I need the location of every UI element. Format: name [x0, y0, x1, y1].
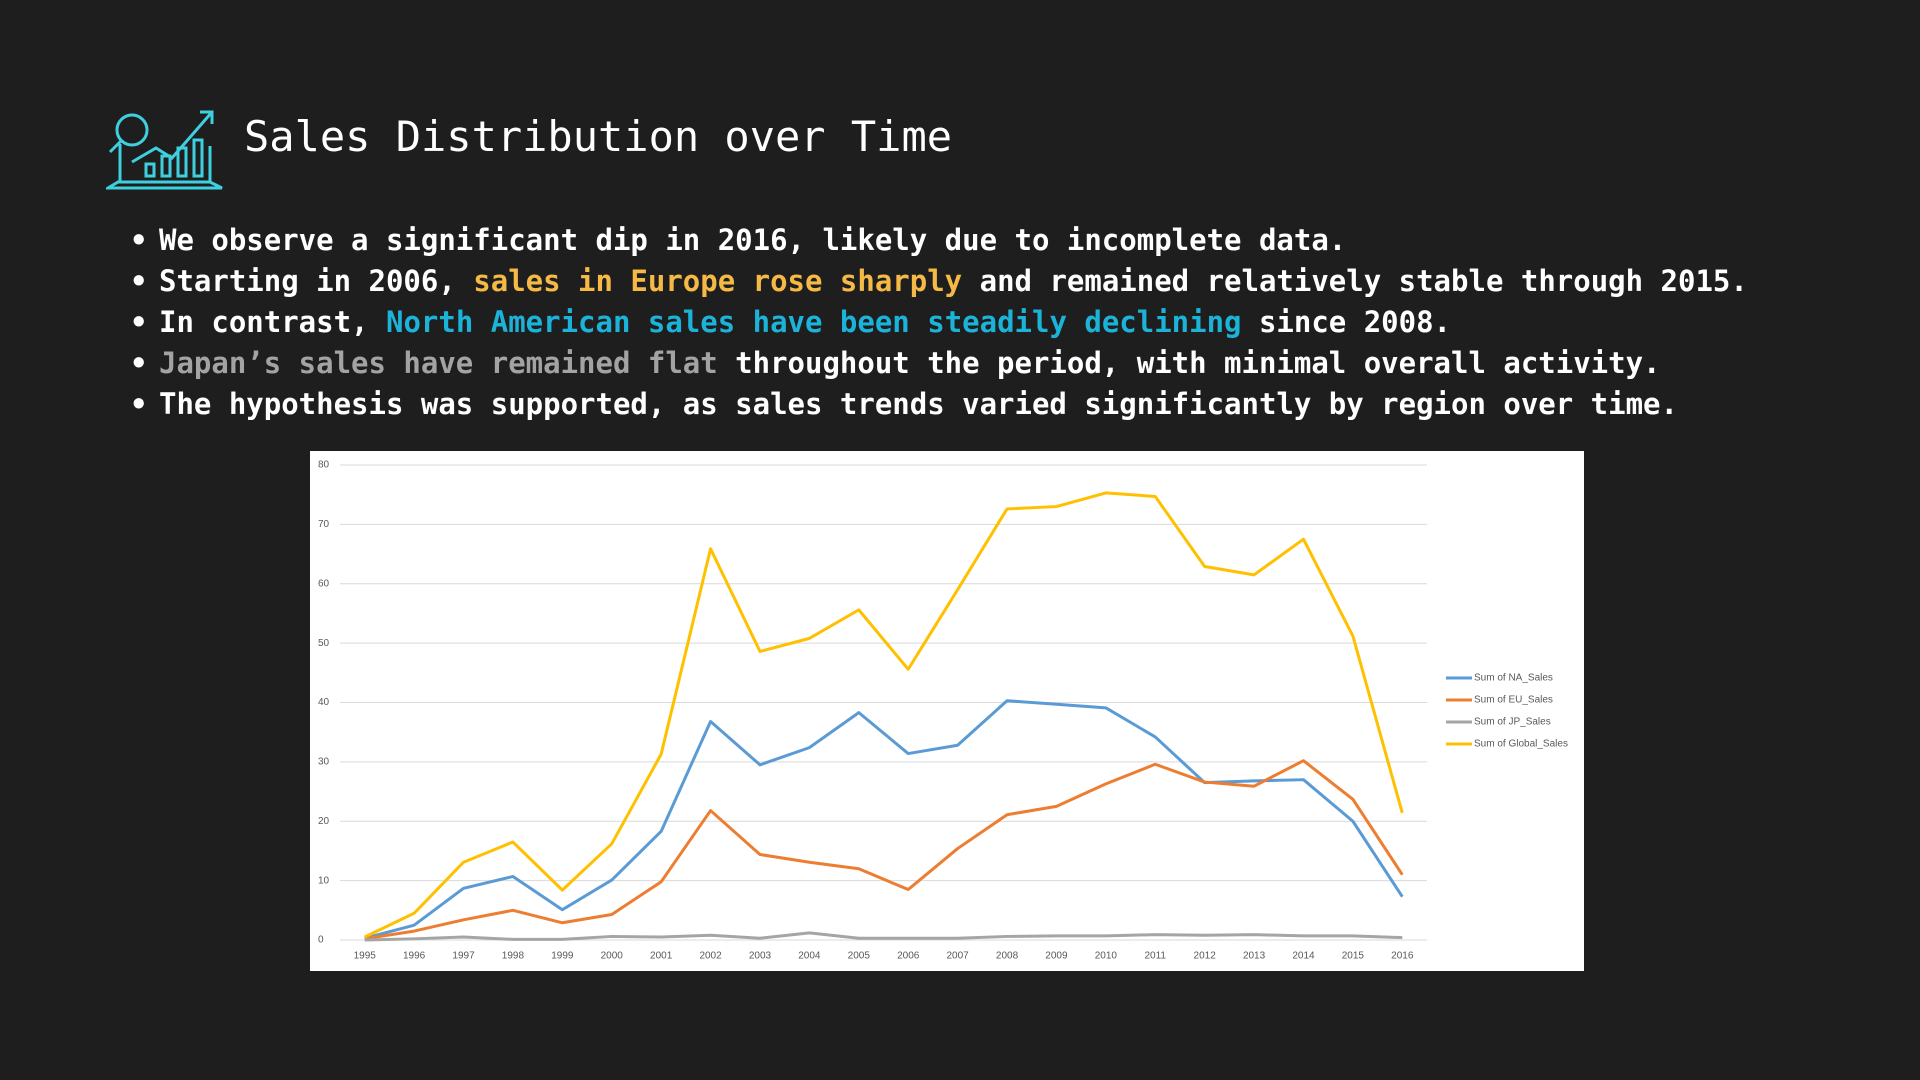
slide-title: Sales Distribution over Time	[244, 112, 953, 161]
y-tick-label: 10	[318, 875, 330, 886]
x-tick-label: 2014	[1292, 951, 1315, 962]
legend-label: Sum of JP_Sales	[1474, 717, 1551, 728]
x-tick-label: 2000	[601, 951, 624, 962]
legend-label: Sum of Global_Sales	[1474, 739, 1568, 750]
legend-label: Sum of NA_Sales	[1474, 673, 1553, 684]
y-tick-label: 60	[318, 578, 330, 589]
bullet-text: In contrast,	[159, 305, 386, 339]
bullet-text: sales in Europe rose sharply	[473, 264, 963, 298]
bullet-text: The hypothesis was supported, as sales t…	[159, 387, 1678, 421]
x-tick-label: 2002	[699, 951, 722, 962]
x-tick-label: 2013	[1243, 951, 1266, 962]
data-line	[364, 699, 1404, 940]
bullet-list: We observe a significant dip in 2016, li…	[130, 220, 1748, 425]
bullet-text: We observe a significant dip in 2016, li…	[159, 223, 1347, 257]
x-tick-label: 1996	[403, 951, 426, 962]
bullet: Starting in 2006, sales in Europe rose s…	[130, 261, 1748, 302]
x-tick-label: 1995	[354, 951, 377, 962]
y-tick-label: 30	[318, 757, 330, 768]
bullet-text: throughout the period, with minimal over…	[717, 346, 1661, 380]
bullet-text: and remained relatively stable through 2…	[962, 264, 1748, 298]
bullet: In contrast, North American sales have b…	[130, 302, 1748, 343]
x-tick-label: 2011	[1144, 951, 1166, 962]
x-tick-label: 2012	[1194, 951, 1217, 962]
x-tick-label: 2006	[897, 951, 920, 962]
bullet-text: Starting in 2006,	[159, 264, 474, 298]
y-tick-label: 80	[318, 460, 330, 471]
icon	[106, 110, 223, 190]
y-tick-label: 0	[318, 935, 324, 946]
x-tick-label: 2005	[848, 951, 871, 962]
x-tick-label: 2008	[996, 951, 1019, 962]
bullet-text: since 2008.	[1241, 305, 1452, 339]
x-tick-label: 2016	[1391, 951, 1414, 962]
y-tick-label: 70	[318, 519, 330, 530]
x-tick-label: 2009	[1045, 951, 1068, 962]
x-tick-label: 1998	[502, 951, 525, 962]
data-line	[364, 759, 1404, 941]
chart: 0 10 20 30 40 50 60 70 80 1995 1996 1997 1998 1999 200…	[310, 451, 1584, 971]
data-line	[364, 491, 1404, 939]
x-tick-label: 2015	[1342, 951, 1365, 962]
bullet: The hypothesis was supported, as sales t…	[130, 384, 1748, 425]
y-tick-label: 40	[318, 697, 330, 708]
data-line	[364, 931, 1403, 942]
bullet: Japan’s sales have remained flat through…	[130, 343, 1748, 384]
x-tick-label: 2003	[749, 951, 772, 962]
y-tick-label: 20	[318, 816, 330, 827]
x-tick-label: 2001	[650, 951, 673, 962]
bullet-text: Japan’s sales have remained flat	[159, 346, 718, 380]
y-tick-label: 50	[318, 638, 330, 649]
x-tick-label: 2010	[1095, 951, 1118, 962]
x-tick-label: 2004	[798, 951, 821, 962]
x-tick-label: 2007	[946, 951, 969, 962]
bullet-text: North American sales have been steadily …	[385, 305, 1242, 339]
x-tick-label: 1999	[551, 951, 574, 962]
legend-label: Sum of EU_Sales	[1474, 695, 1553, 706]
x-tick-label: 1997	[452, 951, 475, 962]
bullet: We observe a significant dip in 2016, li…	[130, 220, 1748, 261]
